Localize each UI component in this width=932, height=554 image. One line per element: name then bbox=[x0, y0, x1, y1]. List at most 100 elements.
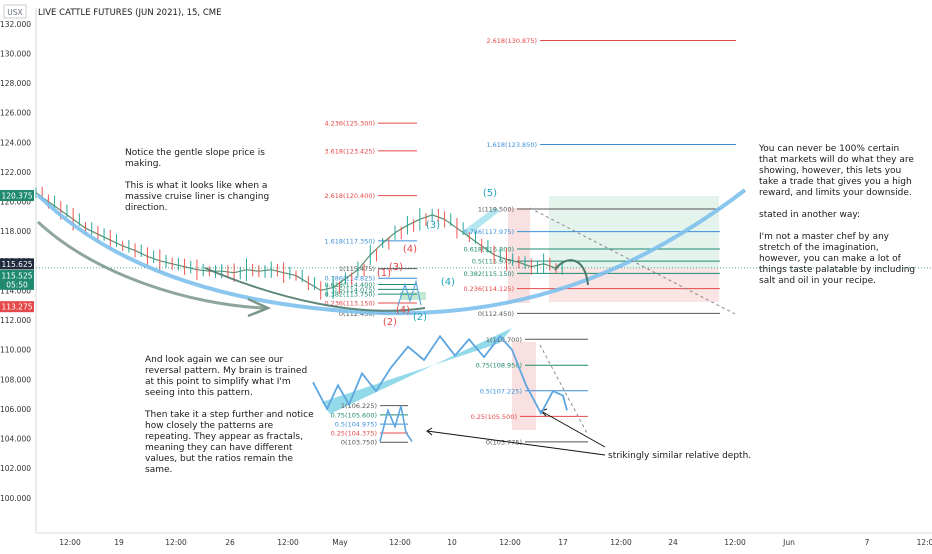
x-tick-label: 17 bbox=[558, 538, 568, 547]
fib-level-label: 0.5(115.975) bbox=[472, 258, 514, 266]
pointer-arrow-upper bbox=[540, 410, 606, 448]
wave-label: (5) bbox=[483, 188, 497, 199]
price-axis-label-bg bbox=[0, 278, 34, 290]
big-arc-light bbox=[36, 188, 747, 316]
fib-level-label: 0.75(105.600) bbox=[331, 411, 377, 419]
price-axis-label: 115.525 bbox=[1, 271, 32, 280]
x-tick-label: 12:00 bbox=[59, 538, 81, 547]
wave-label: (3) bbox=[426, 220, 440, 231]
fib-level-label: 0.25(104.375) bbox=[331, 429, 377, 437]
fib-level-label: 0.75(108.950) bbox=[476, 362, 522, 370]
fib-level-label: 0.5(104.975) bbox=[335, 421, 377, 429]
price-axis-label: 113.275 bbox=[1, 303, 32, 312]
fib-zone-lower bbox=[512, 342, 536, 430]
wave-label: (4) bbox=[441, 277, 455, 288]
fractal-pattern-large bbox=[312, 334, 568, 416]
channel-band-top bbox=[463, 207, 500, 236]
projection-dashed-1 bbox=[529, 207, 736, 315]
fib-level-label: 0.618(116.800) bbox=[463, 245, 514, 253]
wave-label: (2) bbox=[383, 317, 397, 328]
x-tick-label: 10 bbox=[447, 538, 457, 547]
fib-level-label: 1.618(117.350) bbox=[324, 237, 375, 245]
wave-label: (4) bbox=[396, 305, 410, 316]
note-bottom-right: strikingly similar relative depth. bbox=[608, 451, 752, 461]
fib-level-label: 0.786(114.825) bbox=[324, 275, 375, 283]
y-tick-label: 104.000 bbox=[0, 435, 31, 444]
fib-level-label: 0(103.775) bbox=[486, 438, 522, 446]
x-tick-label: 7 bbox=[865, 538, 870, 547]
note-right: You can never be 100% certain that marke… bbox=[759, 144, 916, 286]
fib-level-label: 1.618(123.850) bbox=[486, 141, 537, 149]
fib-level-label: 0(112.450) bbox=[339, 310, 375, 318]
note-bottom-left: And look again we can see our reversal p… bbox=[145, 355, 314, 475]
y-tick-label: 118.000 bbox=[0, 227, 31, 236]
x-tick-label: 12:00 bbox=[165, 538, 187, 547]
fib-level-label: 0.25(105.500) bbox=[471, 413, 517, 421]
fib-level-label: 0.382(113.750) bbox=[324, 291, 375, 299]
y-tick-label: 122.000 bbox=[0, 168, 31, 177]
y-tick-label: 126.000 bbox=[0, 109, 31, 118]
y-tick-label: 112.000 bbox=[0, 316, 31, 325]
fib-level-label: 0.5(114.075) bbox=[333, 286, 375, 294]
x-tick-label: 12:00 bbox=[277, 538, 299, 547]
y-tick-label: 110.000 bbox=[0, 346, 31, 355]
y-tick-label: 130.000 bbox=[0, 49, 31, 58]
fib-level-label: 2.618(120.400) bbox=[324, 192, 375, 200]
fib-level-label: 0.618(114.400) bbox=[324, 281, 375, 289]
fib-level-label: 0.382(115.150) bbox=[463, 270, 514, 278]
fib-level-label: 0.236(113.150) bbox=[324, 300, 375, 308]
chart-title: LIVE CATTLE FUTURES (JUN 2021), 15, CME bbox=[38, 8, 221, 18]
price-axis-label-bg bbox=[0, 301, 34, 313]
fib-level-label: 4.236(125.300) bbox=[324, 120, 375, 128]
wave-label: (1) bbox=[377, 268, 391, 279]
small-arc-teal bbox=[204, 267, 426, 312]
y-tick-label: 132.000 bbox=[0, 20, 31, 29]
y-tick-label: 114.000 bbox=[0, 286, 31, 295]
x-tick-label: 24 bbox=[668, 538, 678, 547]
small-green-zone bbox=[400, 292, 426, 300]
currency-badge bbox=[3, 4, 27, 19]
x-tick-label: 12:00 bbox=[499, 538, 521, 547]
fib-level-label: 0(103.750) bbox=[341, 439, 377, 447]
pointer-arrowhead-upper bbox=[540, 408, 548, 417]
price-axis-label-bg bbox=[0, 269, 34, 281]
x-tick-label: 12:00 bbox=[610, 538, 632, 547]
y-tick-label: 120.000 bbox=[0, 198, 31, 207]
y-tick-label: 124.000 bbox=[0, 138, 31, 147]
wave-label: (3) bbox=[389, 262, 403, 273]
projection-dashed-2 bbox=[539, 344, 589, 436]
x-tick-label: May bbox=[332, 538, 348, 547]
fib-level-label: 1(115.475) bbox=[339, 265, 375, 273]
fib-level-label: 0(112.450) bbox=[478, 310, 514, 318]
fib-level-label: 0.5(107.225) bbox=[480, 387, 522, 395]
y-tick-label: 100.000 bbox=[0, 494, 31, 503]
arc-arrowhead bbox=[247, 297, 272, 318]
pointer-arrowhead-lower bbox=[426, 427, 433, 436]
pointer-arrow-lower bbox=[426, 430, 606, 456]
fib-level-label: 1(119.500) bbox=[478, 205, 514, 213]
fractal-pattern-mini bbox=[397, 279, 422, 306]
x-tick-label: 19 bbox=[114, 538, 124, 547]
x-tick-label: 12:00 bbox=[389, 538, 411, 547]
currency-label: USX bbox=[7, 8, 22, 17]
x-tick-label: Jun bbox=[782, 538, 795, 547]
price-axis-label-bg bbox=[0, 190, 34, 202]
y-tick-label: 102.000 bbox=[0, 464, 31, 473]
fib-level-label: 0.786(117.975) bbox=[463, 228, 514, 236]
channel-band-bottom bbox=[322, 328, 512, 414]
wave-label: (4) bbox=[403, 244, 417, 255]
fractal-pattern-small bbox=[379, 405, 413, 442]
fib-level-label: 2.618(130.875) bbox=[486, 37, 537, 45]
y-tick-label: 106.000 bbox=[0, 405, 31, 414]
wave-label: (2) bbox=[413, 312, 427, 323]
x-tick-label: 26 bbox=[225, 538, 235, 547]
fib-level-label: 3.618(123.425) bbox=[324, 147, 375, 155]
fib-level-label: 1(106.225) bbox=[341, 402, 377, 410]
price-axis-label: 115.625 bbox=[1, 260, 32, 269]
y-tick-label: 128.000 bbox=[0, 79, 31, 88]
note-top-left: Notice the gentle slope price is making.… bbox=[125, 148, 270, 213]
x-tick-label: 12:00 bbox=[724, 538, 746, 547]
big-arc-gray bbox=[36, 220, 266, 310]
